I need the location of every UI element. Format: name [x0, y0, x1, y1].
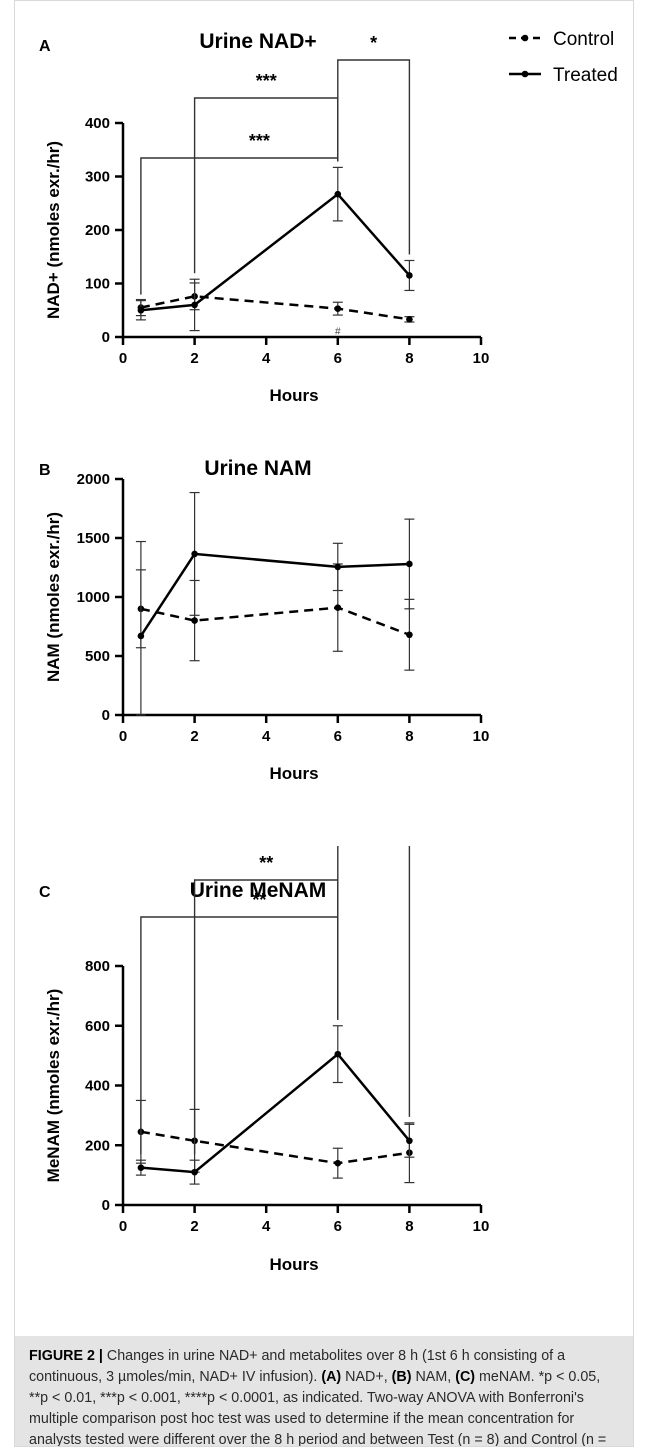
panel-a-y-tick-label: 200 — [85, 222, 110, 239]
panel-a-y-tick-label: 300 — [85, 169, 110, 186]
panel-c-point-control — [334, 1159, 342, 1167]
panel-b-point-control — [334, 604, 342, 611]
panel-a-y-axis-label: NAD+ (nmoles exr./hr) — [44, 141, 63, 319]
panel-c-point-treated — [334, 1050, 342, 1058]
panel-b-y-tick-label: 0 — [102, 707, 110, 724]
panel-a-x-tick-label: 10 — [473, 350, 490, 367]
panel-a-point-treated — [406, 272, 413, 279]
panel-a-significance-label: *** — [249, 131, 270, 151]
panel-c-y-tick-label: 400 — [85, 1078, 110, 1095]
panel-a-significance-label: * — [370, 33, 377, 53]
panel-a-significance-bracket — [193, 97, 339, 274]
panel-c-y-tick-label: 600 — [85, 1018, 110, 1035]
panel-a-series-treated-line — [140, 192, 411, 312]
panel-c-y-axis-label: MeNAM (nmoles exr./hr) — [44, 989, 63, 1183]
panel-a-y-tick-label: 0 — [102, 329, 110, 346]
panel-b-chart: B Urine NAM 0 500 1000 1500 2000 0 2 4 6 8 10 Hours NA… — [39, 457, 490, 783]
caption-body: Changes in urine NAD+ and metabolites ov… — [29, 1348, 566, 1385]
panel-b-x-tick-label: 0 — [119, 728, 127, 745]
panel-a-hash-marker: # — [335, 327, 341, 338]
panel-b-y-tick-label: 2000 — [77, 471, 110, 488]
panel-c-series-control-line — [140, 1130, 410, 1165]
panel-a-point-control — [334, 305, 342, 312]
panel-a-point-treated — [334, 190, 342, 198]
caption-label: FIGURE 2 | — [29, 1348, 103, 1364]
caption-a-text: NAD+, — [341, 1369, 392, 1385]
panel-b-title: Urine NAM — [204, 457, 311, 480]
panel-c-chart: C Urine MeNAM 0 200 400 600 800 0 2 4 6 8 10 Hours MeN… — [39, 846, 490, 1274]
panel-b-x-axis-label: Hours — [269, 764, 318, 783]
panel-a-significance-bracket — [140, 157, 339, 295]
panel-c-series-treated-line — [140, 1052, 411, 1174]
panel-b-point-treated — [334, 563, 342, 571]
panel-a-x-tick-label: 4 — [262, 350, 271, 367]
panel-b-y-axis-label: NAM (nmoles exr./hr) — [44, 512, 63, 682]
figure: A Urine NAD+ 0 100 200 300 400 0 2 4 6 8 10 Hours NAD+… — [14, 0, 634, 1447]
panel-c-point-treated — [137, 1164, 145, 1171]
panel-b-x-tick-label: 10 — [473, 728, 490, 745]
panel-c-x-tick-label: 10 — [473, 1218, 490, 1235]
legend-treated-label: Treated — [553, 65, 618, 86]
panel-b-series-treated-line — [139, 552, 410, 637]
panel-a-x-axis-label: Hours — [269, 386, 318, 405]
figure-caption: FIGURE 2 | Changes in urine NAD+ and met… — [15, 1336, 633, 1447]
panel-c-significance-label: ** — [252, 890, 266, 910]
caption-b-text: NAM, — [411, 1369, 456, 1385]
panel-a-letter: A — [39, 38, 51, 55]
panel-c-y-tick-label: 200 — [85, 1137, 110, 1154]
caption-c-text: meNAM. *p < 0.05, **p < 0.01, ***p < 0.0… — [29, 1369, 607, 1447]
panel-c-x-tick-label: 8 — [405, 1218, 413, 1235]
caption-a-label: (A) — [321, 1369, 342, 1385]
panel-c-x-tick-label: 6 — [334, 1218, 342, 1235]
panel-b-point-treated — [137, 632, 145, 640]
panel-a-chart: A Urine NAD+ 0 100 200 300 400 0 2 4 6 8 10 Hours NAD+… — [39, 29, 618, 405]
panel-c-x-axis-label: Hours — [269, 1255, 318, 1274]
panel-a-point-control — [406, 316, 413, 323]
panel-b-point-treated — [406, 560, 413, 568]
panel-a-y-tick-label: 100 — [85, 276, 110, 293]
panel-c-point-treated — [406, 1137, 413, 1145]
panel-a-x-tick-label: 0 — [119, 350, 127, 367]
panel-b-point-control — [406, 631, 413, 639]
panel-c-x-tick-label: 2 — [190, 1218, 198, 1235]
panel-a-title: Urine NAD+ — [199, 30, 316, 53]
panel-b-series-control-line — [140, 606, 410, 636]
panel-a-point-treated — [191, 301, 198, 309]
panel-b-y-tick-label: 500 — [85, 648, 110, 665]
panel-a-x-tick-label: 6 — [334, 350, 342, 367]
panel-b-letter: B — [39, 462, 51, 479]
panel-b-x-tick-label: 8 — [405, 728, 413, 745]
panel-b-x-tick-label: 4 — [262, 728, 271, 745]
panel-a-x-tick-label: 8 — [405, 350, 413, 367]
panel-c-title: Urine MeNAM — [190, 879, 327, 902]
panel-b-x-tick-label: 6 — [334, 728, 342, 745]
panel-b-x-tick-label: 2 — [190, 728, 198, 745]
legend-treated-marker — [521, 70, 529, 78]
panel-b-y-tick-label: 1500 — [77, 530, 110, 547]
panel-c-y-tick-label: 0 — [102, 1197, 110, 1214]
panel-c-x-tick-label: 4 — [262, 1218, 271, 1235]
panel-b-y-tick-label: 1000 — [77, 589, 110, 606]
panel-a-point-treated — [137, 306, 145, 314]
legend-control-marker — [521, 34, 529, 42]
panel-a-significance-bracket — [337, 59, 411, 255]
panel-a-y-tick-label: 400 — [85, 115, 110, 132]
panel-c-significance-bracket — [337, 846, 411, 1117]
panel-b-point-treated — [191, 550, 198, 558]
panel-b-point-control — [191, 617, 198, 624]
panel-c-y-tick-label: 800 — [85, 958, 110, 975]
panel-c-significance-bracket — [140, 916, 339, 1155]
panel-a-significance-label: *** — [256, 71, 277, 91]
panel-c-letter: C — [39, 884, 51, 901]
panel-a-series-control-line — [140, 295, 410, 321]
caption-c-label: (C) — [455, 1369, 476, 1385]
panel-a-x-tick-label: 2 — [190, 350, 198, 367]
legend-control-label: Control — [553, 29, 614, 50]
panel-c-point-treated — [191, 1168, 198, 1176]
panel-c-x-tick-label: 0 — [119, 1218, 127, 1235]
panel-c-significance-label: ** — [259, 853, 273, 873]
caption-b-label: (B) — [391, 1369, 412, 1385]
